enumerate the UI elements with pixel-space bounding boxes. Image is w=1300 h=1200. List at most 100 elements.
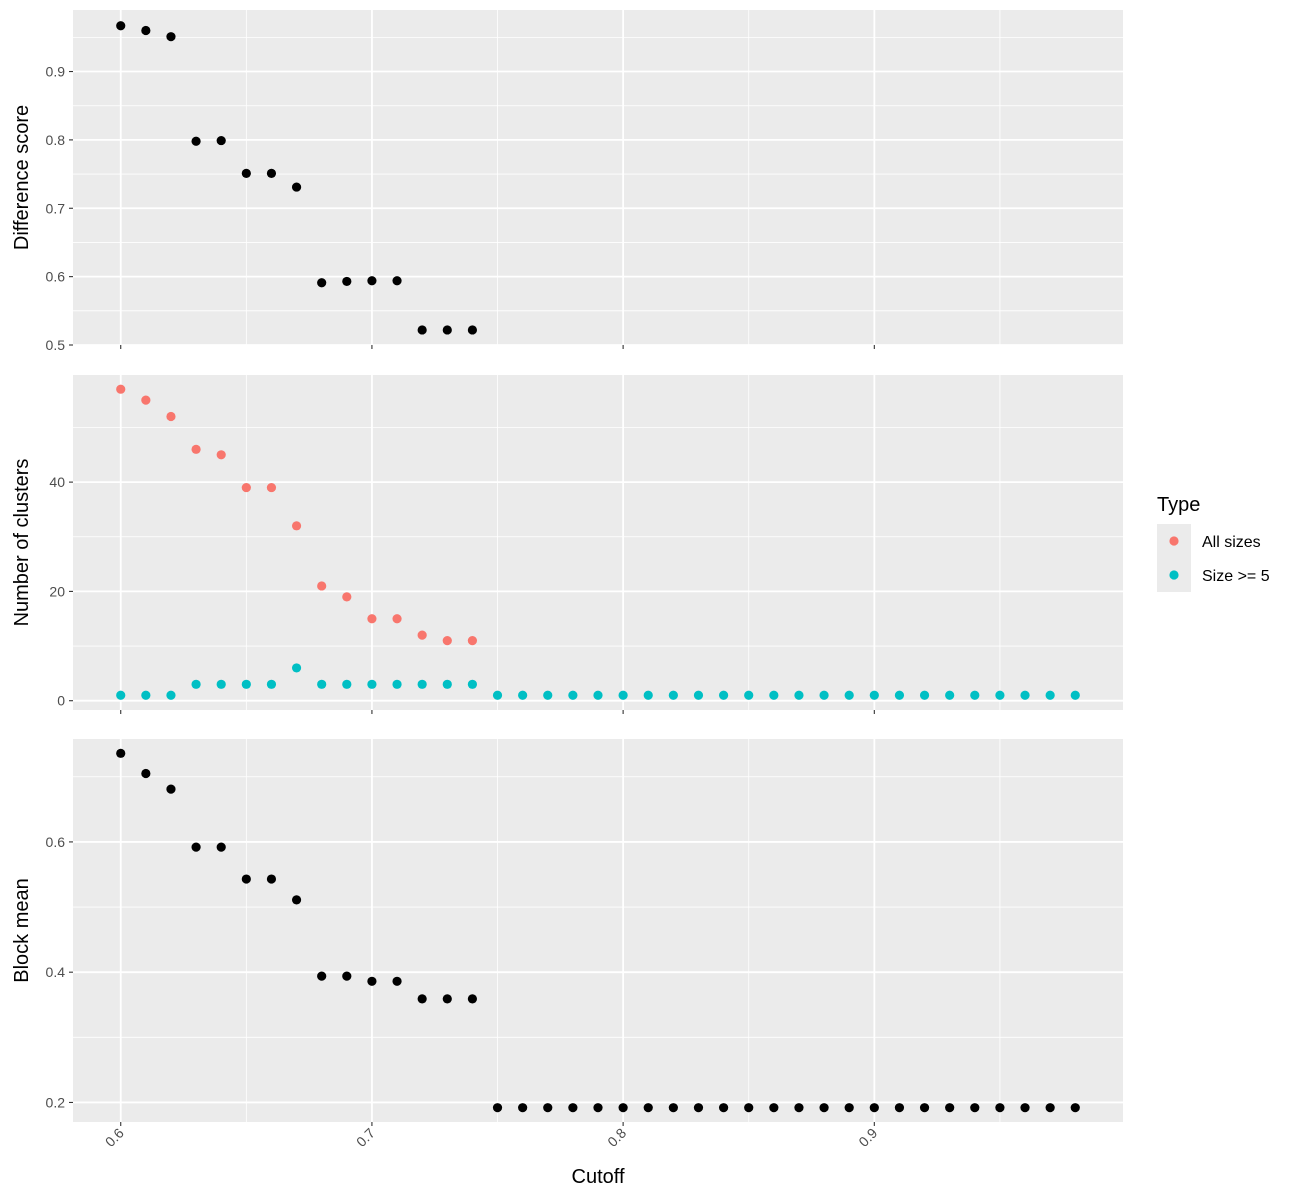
data-point <box>216 679 226 689</box>
data-point <box>467 325 478 335</box>
data-point <box>467 994 478 1004</box>
data-point <box>241 168 251 178</box>
data-point <box>417 679 427 689</box>
y-axis-title: Block mean <box>11 878 33 983</box>
data-point <box>1070 690 1080 700</box>
data-point <box>769 690 779 700</box>
data-point <box>769 1103 779 1113</box>
data-point <box>718 1103 729 1113</box>
data-point <box>643 690 653 700</box>
data-point <box>392 276 402 286</box>
data-point <box>216 135 226 146</box>
data-point <box>970 1103 980 1113</box>
data-point <box>216 842 226 852</box>
data-point <box>919 690 930 700</box>
data-point <box>392 614 402 624</box>
legend-label: Size >= 5 <box>1202 568 1270 585</box>
data-point <box>945 690 955 700</box>
data-point <box>643 1103 653 1113</box>
data-point <box>919 1103 930 1113</box>
data-point <box>1070 1103 1080 1113</box>
data-point <box>141 690 151 700</box>
data-point <box>417 630 427 640</box>
data-point <box>141 25 151 36</box>
data-point <box>1045 1103 1055 1113</box>
data-point <box>342 276 352 287</box>
data-point <box>116 384 126 394</box>
data-point <box>266 168 277 178</box>
panel-2: 0 20 40 Number of clusters <box>11 375 1123 714</box>
data-point <box>291 895 302 905</box>
data-point <box>291 663 302 673</box>
y-tick-label: 0 <box>57 693 65 709</box>
data-point <box>844 1103 854 1113</box>
legend-title: Type <box>1157 494 1200 516</box>
y-tick-label: 0.8 <box>46 132 66 148</box>
panel-1: 0.5 0.6 0.7 0.8 0.9 Difference score <box>11 10 1123 353</box>
data-point <box>241 679 251 689</box>
data-point <box>543 1103 553 1113</box>
data-point <box>417 325 427 335</box>
data-point <box>442 635 452 646</box>
x-axis-title: Cutoff <box>572 1166 625 1188</box>
data-point <box>191 444 201 454</box>
data-point <box>492 1103 503 1113</box>
x-tick-label: 0.8 <box>604 1125 629 1150</box>
data-point <box>593 690 603 700</box>
data-point <box>392 976 402 986</box>
x-tick-label: 0.7 <box>353 1125 378 1150</box>
data-point <box>317 278 327 288</box>
data-point <box>291 521 302 531</box>
data-point <box>442 679 452 689</box>
data-point <box>693 1103 704 1113</box>
panel-3: 0.2 0.4 0.6 Block mean <box>11 739 1123 1126</box>
data-point <box>492 690 503 700</box>
data-point <box>367 614 377 624</box>
data-point <box>618 1103 628 1113</box>
data-point <box>442 994 452 1004</box>
data-point <box>568 690 578 700</box>
data-point <box>819 690 829 700</box>
data-point <box>241 482 251 493</box>
data-point <box>1045 690 1055 700</box>
data-point <box>166 690 176 700</box>
data-point <box>191 136 201 146</box>
data-point <box>417 994 427 1004</box>
data-point <box>342 679 352 689</box>
data-point <box>518 1103 528 1113</box>
y-tick-label: 0.2 <box>46 1094 66 1110</box>
data-point <box>141 395 151 405</box>
data-point <box>116 21 126 31</box>
x-tick-label: 0.6 <box>102 1125 127 1150</box>
y-tick-label: 0.6 <box>46 834 66 850</box>
data-point <box>317 581 327 591</box>
data-point <box>744 1103 754 1113</box>
data-point <box>970 690 980 700</box>
data-point <box>945 1103 955 1113</box>
data-point <box>266 482 277 493</box>
y-tick-label: 20 <box>49 583 65 599</box>
y-tick-label: 0.5 <box>46 337 66 353</box>
data-point <box>894 690 905 700</box>
y-tick-label: 0.7 <box>46 200 66 216</box>
data-point <box>995 1103 1005 1113</box>
data-point <box>543 690 553 700</box>
data-point <box>844 690 854 700</box>
y-axis-title: Difference score <box>11 105 33 250</box>
data-point <box>367 276 377 286</box>
data-point <box>1020 690 1030 700</box>
data-point <box>518 690 528 700</box>
data-point <box>166 32 176 42</box>
data-point <box>291 182 302 192</box>
data-point <box>794 690 804 700</box>
data-point <box>593 1103 603 1113</box>
data-point <box>794 1103 804 1113</box>
data-point <box>869 1103 879 1113</box>
panel-background <box>73 739 1123 1122</box>
data-point <box>668 1103 678 1113</box>
data-point <box>342 971 352 981</box>
data-point <box>266 679 277 689</box>
data-point <box>191 842 201 852</box>
data-point <box>442 325 452 335</box>
